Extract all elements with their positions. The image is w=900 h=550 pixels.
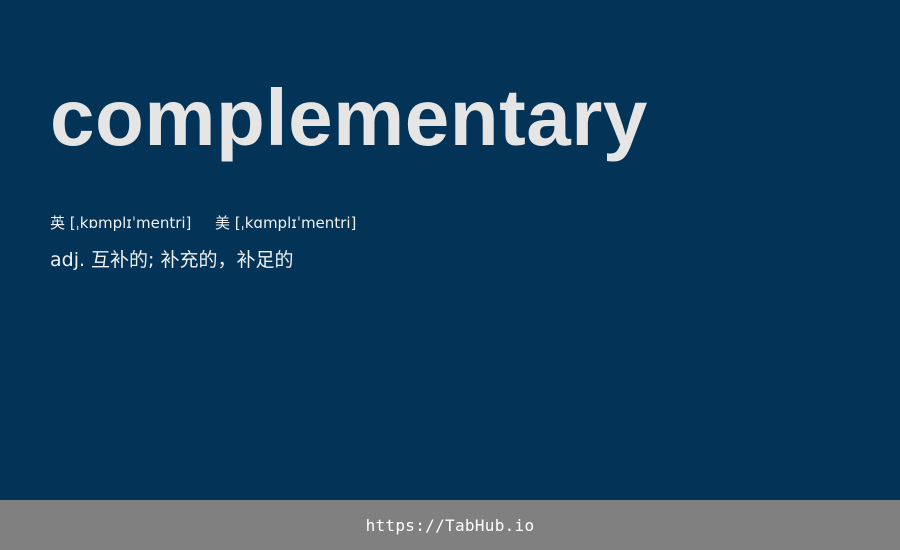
uk-ipa: [ˌkɒmplɪˈmentri] — [69, 214, 192, 232]
us-label: 美 — [214, 214, 230, 232]
word-card: complementary 英 [ˌkɒmplɪˈmentri] 美 [ˌkɑm… — [50, 73, 648, 271]
headword: complementary — [50, 73, 648, 162]
footer-bar: https://TabHub.io — [0, 500, 900, 550]
phonetics-row: 英 [ˌkɒmplɪˈmentri] 美 [ˌkɑmplɪˈmentri] — [50, 212, 356, 234]
us-ipa: [ˌkɑmplɪˈmentri] — [234, 214, 357, 232]
footer-link[interactable]: https://TabHub.io — [365, 515, 535, 535]
uk-label: 英 — [50, 214, 66, 232]
definition: adj. 互补的; 补充的，补足的 — [50, 249, 294, 271]
